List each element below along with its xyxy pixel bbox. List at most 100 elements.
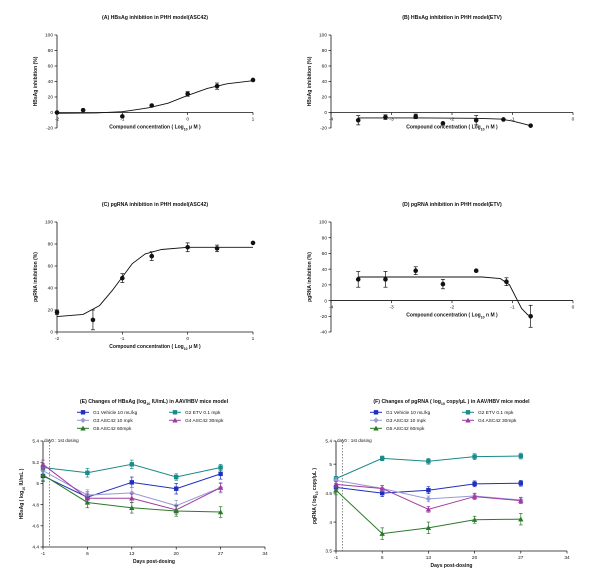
x-tick-label: -1 (510, 305, 515, 311)
y-tick-label: 60 (48, 264, 54, 270)
legend-item: G1 Vehicle 10 mL/kg (77, 410, 138, 416)
legend-item: G3 ASC42 10 mpk (77, 417, 133, 424)
chart-panel-c: (C) pgRNA inhibition in PHH model(ASC42)… (33, 202, 256, 351)
y-tick-label: 0 (324, 298, 327, 304)
x-tick-label: -4 (329, 117, 334, 123)
fit-curve (358, 117, 531, 127)
y-axis-label: HBsAg inhibition (%) (307, 56, 313, 106)
y-tick-label: -40 (320, 330, 327, 336)
legend-label: G5 ASC42 60mpk (93, 426, 132, 432)
legend-marker (80, 410, 86, 415)
y-tick-label: 20 (48, 308, 54, 314)
x-axis-label: Compound concentration ( Log10 n M ) (406, 125, 498, 132)
chart-title: (E) Changes of HBsAg (log10 IU/mL) in AA… (80, 399, 229, 406)
y-tick-label: 0 (50, 110, 53, 116)
data-point (149, 253, 155, 259)
x-axis-label: Compound concentration ( Log10 μ M ) (109, 344, 201, 351)
data-point (518, 497, 524, 503)
x-tick-label: 1 (252, 117, 255, 123)
chart-title: (D) pgRNA inhibition in PHH model(ETV) (402, 202, 502, 208)
y-tick-label: 4.8 (32, 502, 39, 508)
y-tick-label: 80 (48, 48, 54, 54)
y-tick-label: 5 (329, 462, 332, 468)
x-tick-label: 20 (472, 555, 478, 561)
x-tick-label: -3 (389, 117, 394, 123)
data-point (426, 459, 431, 464)
y-tick-label: 4.5 (325, 491, 332, 497)
y-tick-label: 5.2 (32, 460, 39, 466)
data-point (473, 268, 479, 274)
legend-item: G1 Vehicle 10 mL/kg (370, 410, 431, 416)
fit-curve (56, 246, 253, 318)
legend-marker (373, 410, 379, 415)
y-tick-label: 60 (48, 64, 54, 70)
x-tick-label: -1 (510, 117, 515, 123)
x-tick-label: -4 (329, 305, 334, 311)
data-point (355, 117, 361, 123)
data-point (185, 91, 190, 97)
legend-label: G2 ETV 0.1 mpk (185, 410, 221, 416)
x-tick-label: -2 (55, 336, 60, 342)
y-tick-label: -20 (46, 126, 53, 132)
data-point (120, 114, 125, 119)
y-tick-label: 60 (322, 251, 328, 257)
y-tick-label: 100 (319, 33, 327, 39)
legend-marker (80, 425, 86, 431)
x-axis-label: Compound concentration ( Log10 n M ) (406, 313, 498, 320)
data-point (54, 110, 60, 115)
y-tick-label: 4.4 (32, 545, 39, 551)
chart-panel-e: (E) Changes of HBsAg (log10 IU/mL) in AA… (19, 399, 268, 565)
y-axis-label: HBsAg inhibition (%) (33, 56, 39, 106)
y-tick-label: 20 (322, 283, 328, 289)
y-tick-label: 0 (50, 330, 53, 336)
y-tick-label: 100 (45, 33, 53, 39)
y-tick-label: 5 (36, 481, 39, 487)
x-tick-label: 0 (572, 305, 575, 311)
y-tick-label: -20 (320, 314, 327, 320)
y-tick-label: 40 (48, 286, 54, 292)
y-tick-label: 4.6 (32, 524, 39, 530)
chart-title: (F) Changes of pgRNA ( log10 copy/μL ) i… (373, 399, 530, 406)
data-point (250, 240, 256, 246)
legend-label: G1 Vehicle 10 mL/kg (386, 410, 431, 416)
data-point (40, 461, 46, 467)
data-point (185, 245, 190, 250)
y-axis-label: HBsAg ( log10 IU/mL ) (19, 468, 26, 519)
chart-title: (A) HBsAg inhibition in PHH model(ASC42) (102, 15, 208, 21)
x-tick-label: 13 (129, 551, 135, 557)
dosing-annotation: day0 : 1st dosing (44, 438, 79, 443)
y-axis-label: pgRNA inhibition (%) (33, 252, 39, 302)
y-axis-label: pgRNA inhibition (%) (307, 252, 313, 302)
y-tick-label: 0 (324, 110, 327, 116)
data-point (250, 77, 256, 83)
chart-title: (C) pgRNA inhibition in PHH model(ASC42) (102, 202, 208, 208)
data-point (129, 505, 135, 510)
legend-marker (172, 417, 178, 423)
x-tick-label: -2 (450, 117, 455, 123)
data-point (379, 530, 385, 536)
data-point (472, 454, 477, 459)
y-tick-label: 20 (322, 95, 328, 101)
chart-panel-f: (F) Changes of pgRNA ( log10 copy/μL ) i… (312, 399, 570, 569)
data-point (380, 490, 385, 496)
x-tick-label: -2 (450, 305, 455, 311)
data-point (120, 275, 125, 281)
chart-panel-a: (A) HBsAg inhibition in PHH model(ASC42)… (33, 15, 256, 132)
legend-marker (373, 417, 379, 423)
x-tick-label: 34 (564, 555, 570, 561)
series-5 (333, 485, 524, 540)
data-point (440, 281, 446, 287)
chart-title: (B) HBsAg inhibition in PHH model(ETV) (402, 15, 502, 21)
data-point (413, 268, 419, 274)
data-point (129, 495, 135, 501)
data-point (413, 114, 419, 119)
legend-marker (465, 417, 471, 423)
y-tick-label: 80 (322, 235, 328, 241)
legend-item: G4 ASC42 30mpk (169, 417, 224, 424)
y-tick-label: 5.4 (32, 439, 39, 445)
y-axis-label: pgRNA ( log10 copy/μL ) (312, 468, 319, 524)
x-tick-label: -1 (120, 117, 125, 123)
chart-panel-d: (D) pgRNA inhibition in PHH model(ETV) -4… (307, 202, 575, 336)
data-point (380, 456, 385, 461)
